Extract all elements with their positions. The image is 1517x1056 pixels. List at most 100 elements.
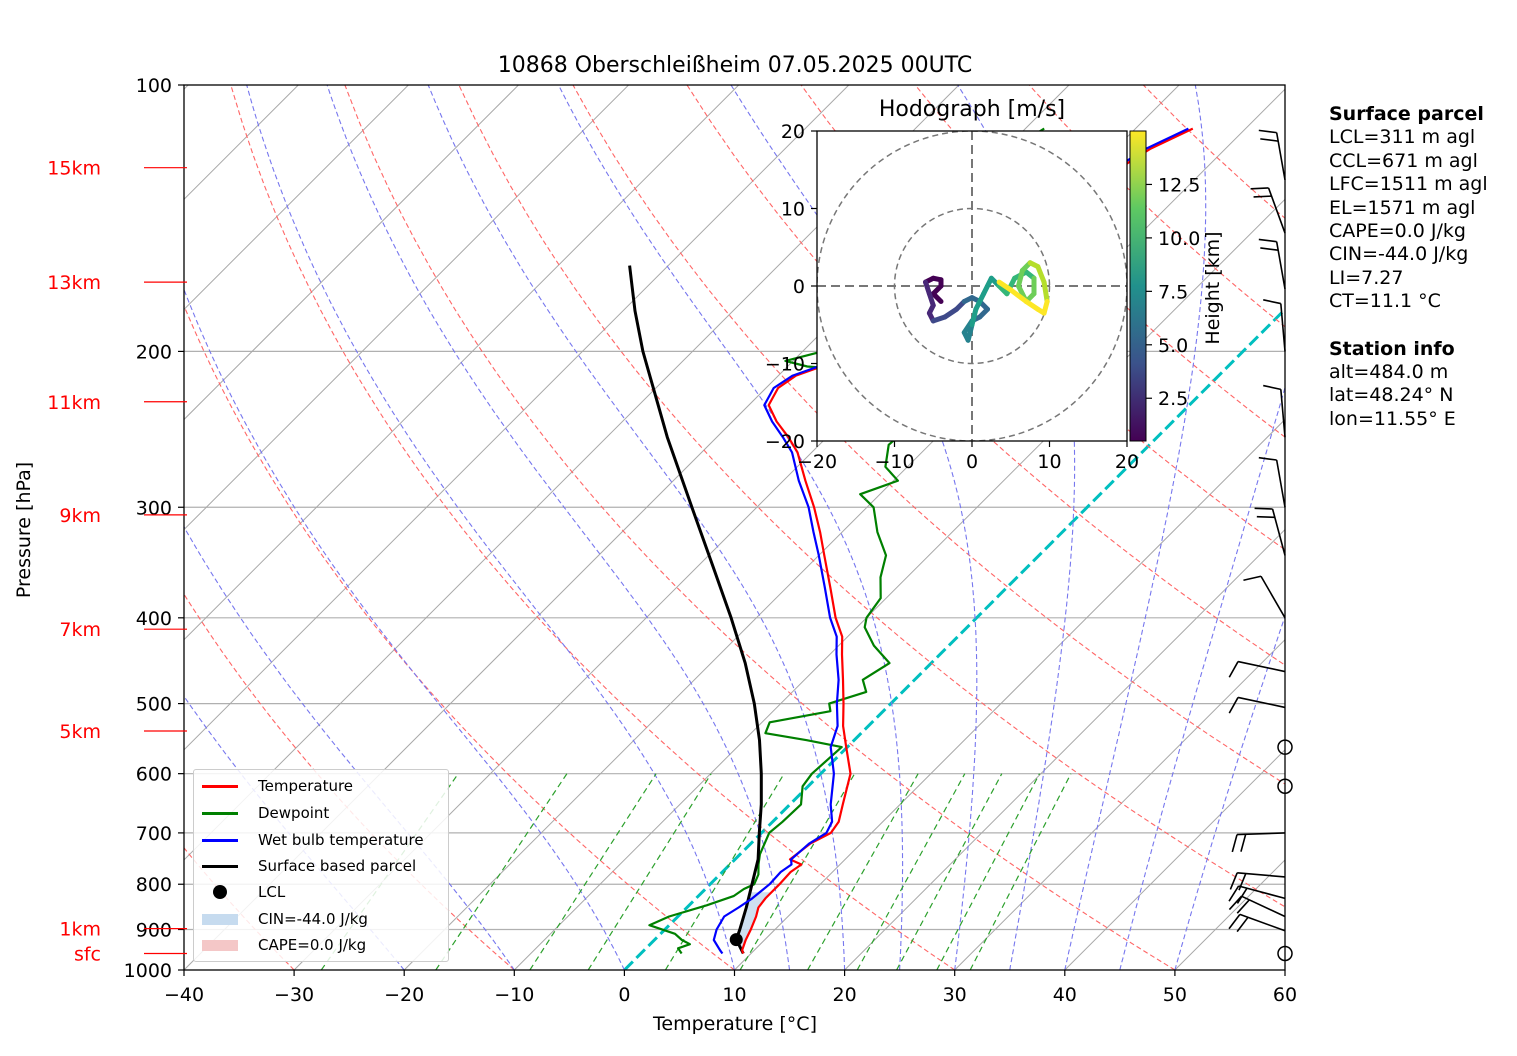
isotherm-line [0, 85, 78, 970]
wind-barb [1243, 575, 1286, 619]
colorbar-tick-label: 12.5 [1158, 174, 1200, 196]
legend-swatch [202, 812, 238, 815]
x-tick-label: 60 [1273, 984, 1297, 1006]
barb-flag [1228, 895, 1243, 911]
wind-barb [1228, 913, 1286, 933]
isotherm-line [184, 85, 409, 311]
wind-barb [1258, 456, 1286, 508]
barb-flag [1240, 834, 1247, 852]
height-label: 5km [59, 721, 101, 743]
barb-flag [1263, 299, 1281, 305]
height-label: 1km [59, 919, 101, 941]
legend-swatch [202, 785, 238, 788]
mixing-ratio-line [969, 773, 1072, 970]
barb-flag [1236, 887, 1248, 904]
hodograph-y-tick-label: −10 [765, 354, 805, 376]
legend-item-cape: CAPE=0.0 J/kg [202, 935, 366, 955]
wind-barb [1250, 187, 1286, 234]
surface-parcel-heading: Surface parcel [1329, 103, 1484, 125]
station-info-heading: Station info [1329, 337, 1455, 360]
legend-swatch [213, 885, 227, 899]
wind-barb [1258, 129, 1286, 181]
chart-title: 10868 Oberschleißheim 07.05.2025 00UTC [498, 53, 973, 78]
wind-barbs [1228, 129, 1293, 962]
barb-flag [1258, 238, 1277, 243]
hodograph-colorbar [1129, 130, 1147, 442]
hodograph-y-tick-label: 0 [793, 276, 805, 298]
x-tick-label: −30 [274, 984, 314, 1006]
y-tick-label: 800 [136, 874, 172, 896]
barb-flag [1258, 456, 1277, 461]
wind-barb [1254, 507, 1286, 556]
cin-cape-fill [736, 892, 772, 954]
barb-flag [1263, 384, 1281, 391]
isotherm-line [184, 85, 740, 641]
hodograph-y-tick-label: 10 [781, 199, 805, 221]
colorbar-tick-label: 10.0 [1158, 228, 1200, 250]
height-label: sfc [74, 944, 101, 966]
hodograph-segment [1035, 264, 1047, 285]
height-label: 13km [47, 272, 101, 294]
moist-adiabat [1119, 385, 1285, 970]
barb-flag [1236, 916, 1249, 933]
x-tick-label: −10 [494, 984, 534, 1006]
legend-item-dewpoint: Dewpoint [202, 803, 329, 823]
legend-swatch [202, 865, 238, 868]
barb-flag [1254, 507, 1273, 510]
hodograph-segment [973, 291, 987, 312]
wind-barb [1263, 299, 1286, 352]
x-tick-label: −20 [384, 984, 424, 1006]
moist-adiabat [1064, 85, 1207, 970]
surface-parcel-line: CT=11.1 °C [1329, 290, 1441, 313]
station-info-line: alt=484.0 m [1329, 361, 1449, 384]
legend-label: CAPE=0.0 J/kg [258, 936, 367, 954]
calm-circle [1277, 739, 1293, 755]
hodograph: −20−20 −10 −10 0 0 10 10 20 20 Hodograph [m/s] 2… [765, 97, 1224, 473]
y-tick-label: 900 [136, 920, 172, 942]
legend-swatch [202, 839, 238, 842]
y-tick-label: 300 [136, 497, 172, 519]
isotherm-line [184, 85, 519, 421]
surface-parcel-line: CIN=-44.0 J/kg [1329, 243, 1469, 266]
colorbar-tick-label: 5.0 [1158, 335, 1188, 357]
x-tick-label: 50 [1163, 984, 1187, 1006]
x-tick-label: 20 [833, 984, 857, 1006]
surface-parcel-line: CAPE=0.0 J/kg [1329, 220, 1466, 243]
hodograph-segment [1008, 287, 1029, 304]
legend-label: Surface based parcel [258, 857, 417, 875]
y-tick-label: 100 [136, 75, 172, 97]
height-label: 9km [59, 505, 101, 527]
legend-item-cin: CIN=-44.0 J/kg [202, 909, 368, 929]
legend-swatch [202, 914, 238, 925]
barb-flag [1228, 697, 1239, 714]
mixing-ratio-line [936, 773, 1041, 970]
lcl-marker [729, 933, 743, 947]
isotherm-line [954, 638, 1285, 970]
mixing-ratio-line [739, 773, 856, 970]
wind-barb [1263, 384, 1286, 438]
hodograph-segment [996, 279, 1014, 293]
moist-adiabat [326, 85, 791, 970]
legend-label: LCL [258, 883, 286, 901]
barb-flag [1228, 661, 1239, 678]
y-tick-label: 500 [136, 694, 172, 716]
hodograph-x-tick-label: −10 [874, 451, 914, 473]
legend-label: Dewpoint [258, 804, 330, 822]
hodograph-x-tick-label: 10 [1037, 451, 1061, 473]
hodograph-y-tick-label: −20 [765, 431, 805, 453]
isotherm-line [1064, 749, 1285, 970]
height-label: 7km [59, 619, 101, 641]
isotherm-line [184, 85, 629, 531]
wind-barb [1228, 885, 1286, 904]
legend-label: Temperature [258, 777, 354, 795]
barb-shaft [1237, 660, 1286, 673]
info-panel: Surface parcel LCL=311 m agl CCL=671 m a… [1329, 103, 1488, 431]
axes: −40 −30 −20 −10 0 10 20 30 40 50 60100090080070060… [47, 75, 1297, 1006]
barb-flag [1238, 873, 1247, 891]
x-tick-label: 0 [618, 984, 630, 1006]
station-info-line: lat=48.24° N [1329, 384, 1454, 407]
y-axis-label: Pressure [hPa] [13, 462, 35, 598]
surface-parcel-line: LI=7.27 [1329, 266, 1404, 289]
parcel-line [628, 265, 763, 955]
barb-flag [1228, 913, 1241, 930]
